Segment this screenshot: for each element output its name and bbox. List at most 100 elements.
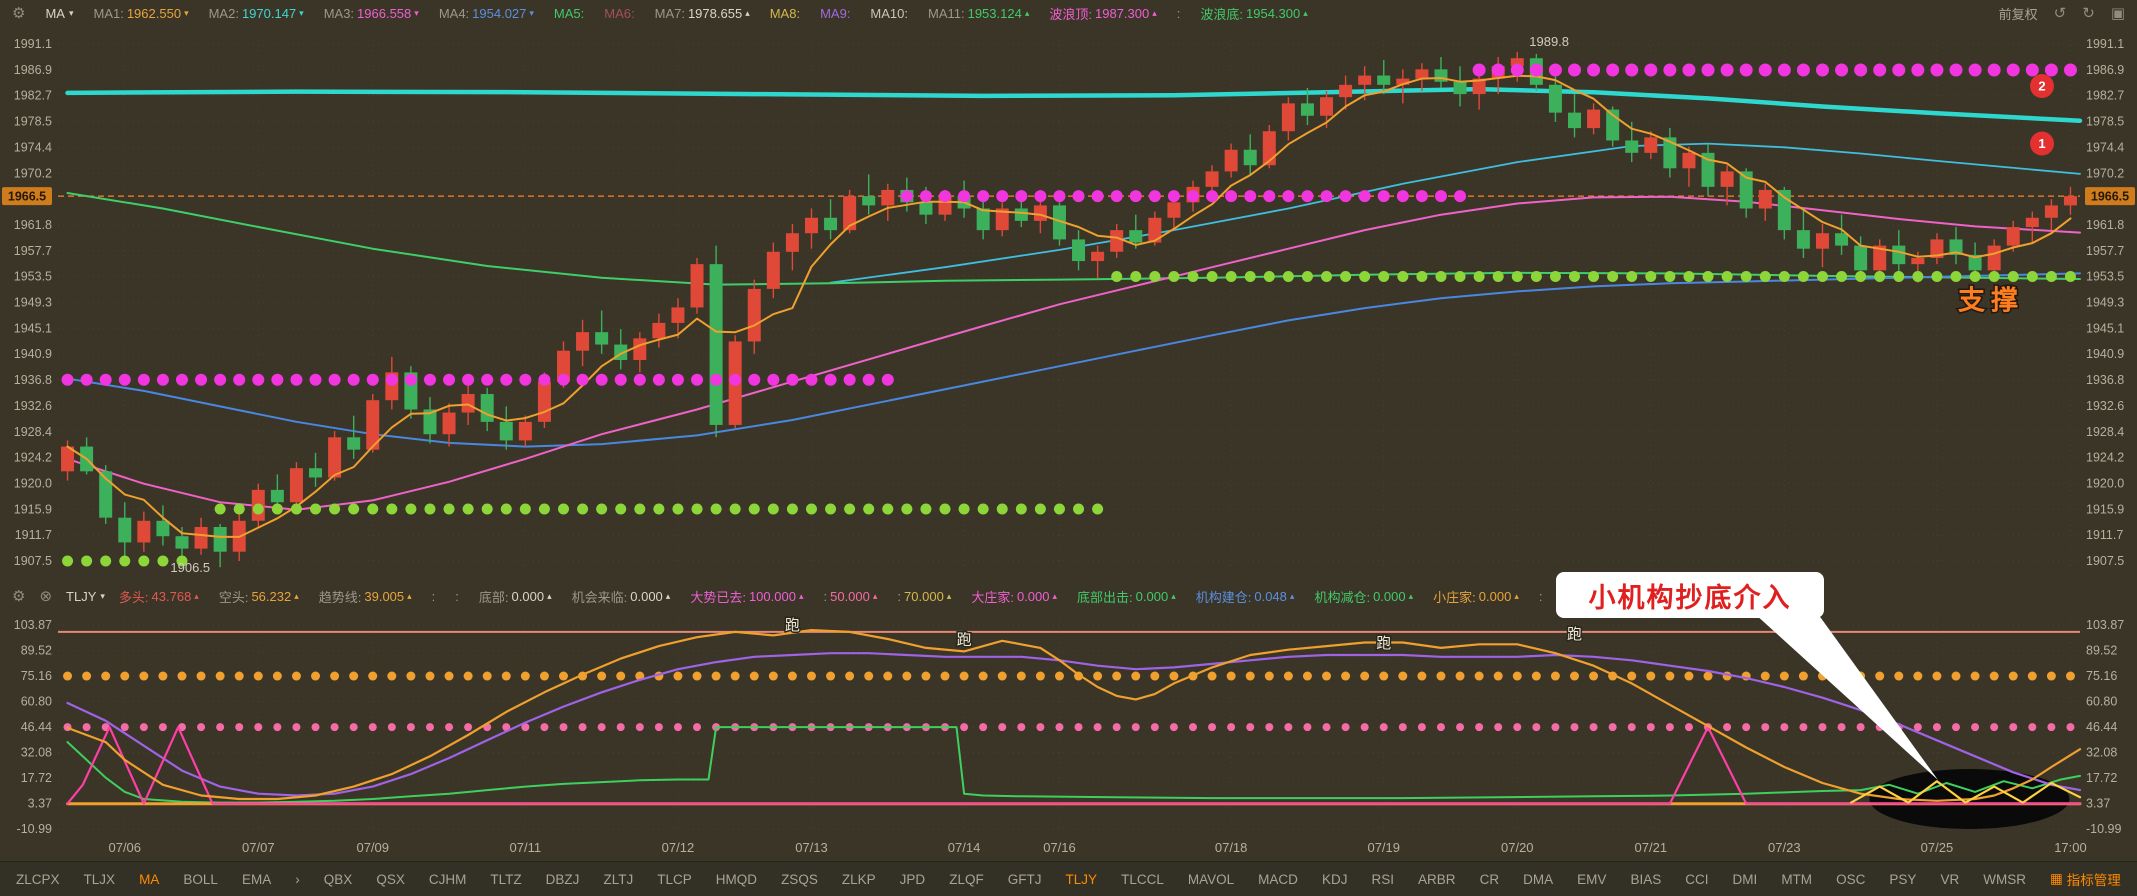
tab-CJHM[interactable]: CJHM — [429, 872, 467, 887]
time-axis-label[interactable]: 07/25 — [1921, 840, 1954, 855]
toolbar-param-MA1[interactable]: MA1: 1962.550 ▾ — [93, 6, 188, 21]
tab-QSX[interactable]: QSX — [376, 872, 405, 887]
tab-RSI[interactable]: RSI — [1372, 872, 1395, 887]
tab-QBX[interactable]: QBX — [324, 872, 353, 887]
main-y-tick: 1970.2 — [14, 166, 52, 180]
tab-›[interactable]: › — [295, 872, 300, 887]
toolbar-param-波浪顶[interactable]: 波浪顶: 1987.300 ▴ — [1049, 4, 1156, 23]
tab-TLTZ[interactable]: TLTZ — [490, 872, 521, 887]
undo-icon[interactable]: ↺ — [2053, 4, 2067, 22]
tab-MACD[interactable]: MACD — [1258, 872, 1298, 887]
tab-KDJ[interactable]: KDJ — [1322, 872, 1348, 887]
time-axis-label[interactable]: 07/16 — [1043, 840, 1076, 855]
tab-CR[interactable]: CR — [1480, 872, 1500, 887]
toolbar-param-MA7[interactable]: MA7: 1978.655 ▴ — [655, 6, 750, 21]
sub-settings-gear-icon[interactable]: ⚙ — [12, 588, 26, 605]
toolbar-param-MA8[interactable]: MA8: — [770, 6, 800, 21]
tab-ZLQF[interactable]: ZLQF — [949, 872, 984, 887]
time-axis-label[interactable]: 07/14 — [948, 840, 981, 855]
sub-param-底部[interactable]: 底部: 0.000 ▴ — [479, 587, 552, 606]
time-axis-label[interactable]: 07/07 — [242, 840, 275, 855]
sub-param-小庄家[interactable]: 小庄家: 0.000 ▴ — [1433, 587, 1519, 606]
tab-MAVOL[interactable]: MAVOL — [1188, 872, 1234, 887]
redo-icon[interactable]: ↻ — [2082, 4, 2095, 22]
time-axis-label[interactable]: 07/11 — [510, 840, 542, 855]
tab-DMI[interactable]: DMI — [1733, 872, 1758, 887]
tab-VR[interactable]: VR — [1940, 872, 1959, 887]
sub-close-icon[interactable]: ⊗ — [39, 588, 53, 605]
main-indicator-selector[interactable]: MA ▾ — [45, 6, 73, 21]
toolbar-param-MA5[interactable]: MA5: — [554, 6, 584, 21]
tab-ZSQS[interactable]: ZSQS — [781, 872, 818, 887]
main-y-tick: 1991.1 — [2086, 37, 2124, 51]
sub-param-机会来临[interactable]: 机会来临: 0.000 ▴ — [572, 587, 671, 606]
sub-param-大势已去[interactable]: 大势已去: 100.000 ▴ — [690, 587, 803, 606]
time-axis-label[interactable]: 07/09 — [356, 840, 389, 855]
marker-badge[interactable] — [2030, 131, 2054, 156]
tab-PSY[interactable]: PSY — [1889, 872, 1916, 887]
tab-BOLL[interactable]: BOLL — [183, 872, 218, 887]
sub-param-sep3[interactable]: : — [432, 589, 436, 604]
sub-param-sep8[interactable]: :50.000 ▴ — [823, 589, 877, 604]
tab-ARBR[interactable]: ARBR — [1418, 872, 1456, 887]
time-axis-label[interactable]: 17:00 — [2054, 840, 2087, 855]
sub-param-多头[interactable]: 多头: 43.768 ▴ — [119, 587, 199, 606]
layout-icon[interactable]: ▣ — [2110, 4, 2125, 22]
tab-TLJY[interactable]: TLJY — [1066, 872, 1098, 887]
tab-JPD[interactable]: JPD — [900, 872, 926, 887]
sub-param-底部出击[interactable]: 底部出击: 0.000 ▴ — [1077, 587, 1176, 606]
toolbar-param-MA6[interactable]: MA6: — [604, 6, 634, 21]
tab-EMV[interactable]: EMV — [1577, 872, 1606, 887]
tab-OSC[interactable]: OSC — [1836, 872, 1865, 887]
toolbar-param-MA2[interactable]: MA2: 1970.147 ▾ — [209, 6, 304, 21]
tab-DMA[interactable]: DMA — [1523, 872, 1553, 887]
tab-TLCCL[interactable]: TLCCL — [1121, 872, 1164, 887]
sub-param-sep4[interactable]: : — [455, 589, 459, 604]
sub-param-机构减仓[interactable]: 机构减仓: 0.000 ▴ — [1314, 587, 1413, 606]
time-axis-label[interactable]: 07/06 — [108, 840, 141, 855]
sub-param-机构建仓[interactable]: 机构建仓: 0.048 ▴ — [1196, 587, 1295, 606]
tab-label: HMQD — [715, 871, 758, 887]
toolbar-param-MA11[interactable]: MA11: 1953.124 ▴ — [928, 6, 1029, 21]
time-axis-label[interactable]: 07/12 — [662, 840, 695, 855]
tab-BIAS[interactable]: BIAS — [1630, 872, 1661, 887]
toolbar-param-MA3[interactable]: MA3: 1966.558 ▾ — [324, 6, 419, 21]
tab-ZLCPX[interactable]: ZLCPX — [16, 872, 60, 887]
tab-ZLKP[interactable]: ZLKP — [842, 872, 876, 887]
marker-badge[interactable] — [2030, 74, 2054, 99]
settings-gear-icon[interactable]: ⚙ — [12, 4, 26, 22]
tab-ZLTJ[interactable]: ZLTJ — [603, 872, 633, 887]
sub-param-sep9[interactable]: :70.000 ▴ — [897, 589, 951, 604]
toolbar-param-value: 1962.550 — [126, 5, 182, 21]
toolbar-param-MA4[interactable]: MA4: 1954.027 ▾ — [439, 6, 534, 21]
tab-HMQD[interactable]: HMQD — [716, 872, 757, 887]
tab-WMSR[interactable]: WMSR — [1983, 872, 2026, 887]
tab-指标管理[interactable]: ▦ 指标管理 — [2050, 869, 2121, 889]
toolbar-param-MA9[interactable]: MA9: — [820, 6, 850, 21]
sub-param-大庄家[interactable]: 大庄家: 0.000 ▴ — [971, 587, 1057, 606]
tab-label: DMI — [1732, 871, 1758, 887]
sub-y-tick: 89.52 — [21, 644, 52, 658]
time-axis-label[interactable]: 07/19 — [1367, 840, 1400, 855]
tab-MTM[interactable]: MTM — [1781, 872, 1812, 887]
tab-DBZJ[interactable]: DBZJ — [546, 872, 580, 887]
sub-param-sep15[interactable]: : — [1539, 589, 1543, 604]
sub-indicator-selector[interactable]: TLJY ▾ — [66, 589, 105, 604]
tab-EMA[interactable]: EMA — [242, 872, 271, 887]
time-axis-label[interactable]: 07/21 — [1635, 840, 1668, 855]
tab-GFTJ[interactable]: GFTJ — [1008, 872, 1042, 887]
toolbar-param-波浪底[interactable]: 波浪底: 1954.300 ▴ — [1200, 4, 1307, 23]
tab-MA[interactable]: MA — [139, 872, 159, 887]
time-axis-label[interactable]: 07/20 — [1501, 840, 1534, 855]
time-axis-label[interactable]: 07/13 — [795, 840, 828, 855]
toolbar-param-MA10[interactable]: MA10: — [870, 6, 908, 21]
tab-TLCP[interactable]: TLCP — [657, 872, 692, 887]
tab-TLJX[interactable]: TLJX — [84, 872, 116, 887]
sub-param-空头[interactable]: 空头: 56.232 ▴ — [219, 587, 299, 606]
time-axis-label[interactable]: 07/18 — [1215, 840, 1248, 855]
sub-param-趋势线[interactable]: 趋势线: 39.005 ▴ — [319, 587, 412, 606]
tab-CCI[interactable]: CCI — [1685, 872, 1708, 887]
time-axis-label[interactable]: 07/23 — [1768, 840, 1801, 855]
adjust-mode-button[interactable]: 前复权 — [1998, 6, 2038, 22]
toolbar-param-sep12[interactable]: : — [1177, 6, 1181, 21]
